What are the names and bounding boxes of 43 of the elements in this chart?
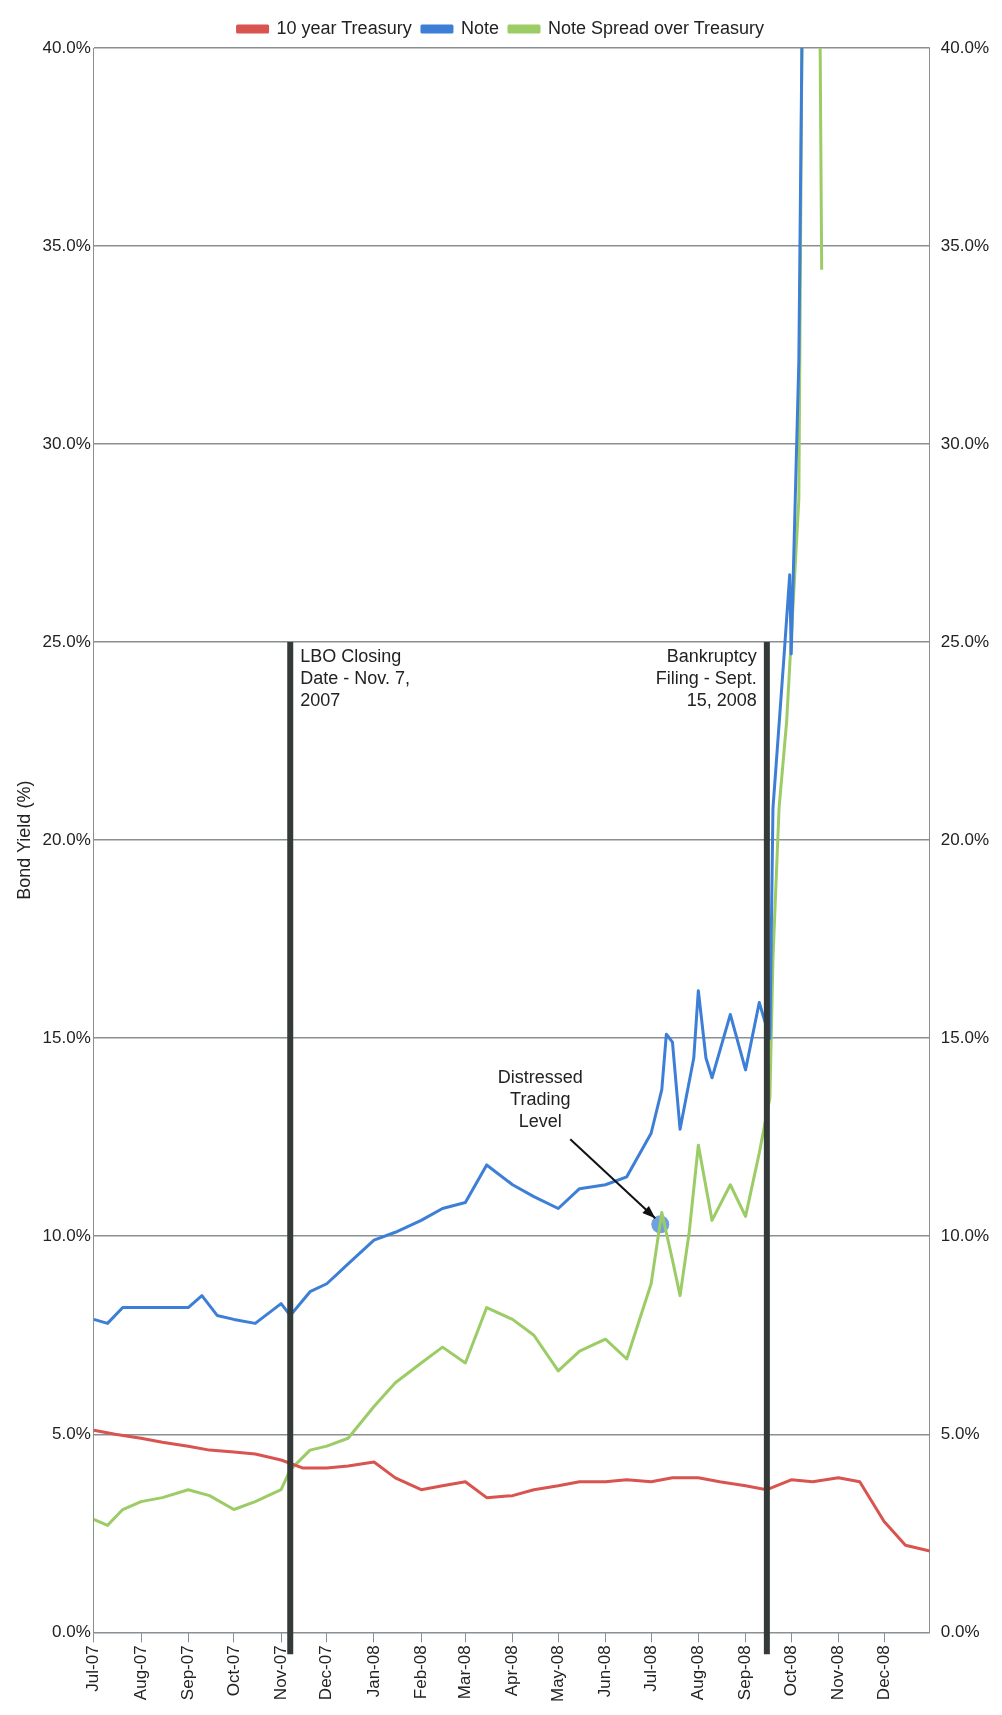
legend-label: Note Spread over Treasury xyxy=(547,17,765,38)
legend-label: 10 year Treasury xyxy=(276,17,412,38)
y-tick-label: 30.0% xyxy=(42,433,91,453)
y2-tick-label: 20.0% xyxy=(940,829,989,849)
x-tick-label: Jul-07 xyxy=(83,1645,103,1692)
y-axis-title: Bond Yield (%) xyxy=(13,780,34,900)
y-tick-label: 35.0% xyxy=(42,235,91,255)
x-tick-label: Nov-08 xyxy=(828,1645,848,1701)
y2-tick-label: 5.0% xyxy=(940,1423,980,1443)
y2-tick-label: 0.0% xyxy=(940,1622,980,1641)
x-tick-label: Jul-08 xyxy=(640,1645,660,1692)
ref-line-label: Bankruptcy Filing - Sept. 15, 2008 xyxy=(655,646,757,711)
y2-tick-label: 10.0% xyxy=(940,1225,989,1245)
y-tick-label: 0.0% xyxy=(52,1622,91,1641)
ref-line-label: LBO Closing Date - Nov. 7, 2007 xyxy=(300,646,410,711)
x-tick-label: Dec-08 xyxy=(873,1645,893,1701)
x-tick-label: Sep-07 xyxy=(177,1645,197,1701)
y2-tick-label: 30.0% xyxy=(940,433,989,453)
x-tick-label: Aug-07 xyxy=(130,1645,150,1701)
y-tick-label: 25.0% xyxy=(42,631,91,651)
x-tick-label: Apr-08 xyxy=(502,1645,522,1697)
x-tick-label: Jan-08 xyxy=(363,1645,383,1698)
y-tick-label: 40.0% xyxy=(42,37,91,57)
x-tick-label: Feb-08 xyxy=(410,1645,430,1700)
y-tick-label: 15.0% xyxy=(42,1027,91,1047)
annotation: Distressed Trading Level xyxy=(497,1067,583,1132)
y2-tick-label: 15.0% xyxy=(940,1027,989,1047)
y-tick-label: 20.0% xyxy=(42,829,91,849)
x-tick-label: Sep-08 xyxy=(735,1645,755,1701)
x-tick-label: May-08 xyxy=(547,1645,567,1702)
x-tick-label: Aug-08 xyxy=(688,1645,708,1701)
x-tick-label: Nov-07 xyxy=(270,1645,290,1701)
x-tick-label: Mar-08 xyxy=(455,1645,475,1700)
y2-tick-label: 40.0% xyxy=(940,37,989,57)
y-tick-label: 5.0% xyxy=(52,1423,91,1443)
x-tick-label: Jun-08 xyxy=(595,1645,615,1698)
y2-tick-label: 35.0% xyxy=(940,235,989,255)
x-tick-label: Oct-08 xyxy=(780,1645,800,1697)
y2-tick-label: 25.0% xyxy=(940,631,989,651)
x-tick-label: Oct-07 xyxy=(223,1645,243,1697)
y-tick-label: 10.0% xyxy=(42,1225,91,1245)
x-tick-label: Dec-07 xyxy=(316,1645,336,1701)
legend-label: Note xyxy=(460,17,499,38)
